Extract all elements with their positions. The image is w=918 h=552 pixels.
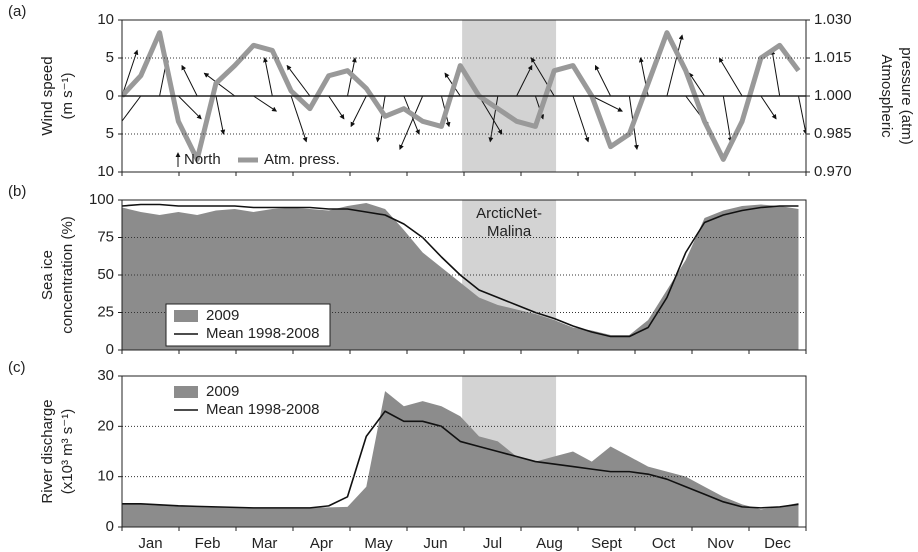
wind-arrow [478, 95, 503, 135]
y2-axis-label: pressure (atm) [898, 47, 915, 145]
y-axis-label: Wind speed [39, 56, 56, 135]
panel-label: (c) [8, 359, 26, 376]
legend-label: 2009 [206, 383, 239, 400]
y-axis-label: (x10³ m³ s⁻¹) [59, 409, 76, 494]
y-tick-label: 20 [97, 417, 114, 434]
wind-arrow [286, 64, 311, 97]
legend-label: 2009 [206, 307, 239, 324]
y-tick-label: 25 [97, 303, 114, 320]
wind-arrow [516, 64, 533, 97]
y2-tick-label: 1.030 [814, 11, 852, 28]
x-tick-label: Jan [138, 535, 162, 552]
wind-arrow [178, 95, 202, 120]
y-tick-label: 0 [106, 87, 114, 104]
y-axis-label: (m s⁻¹) [59, 72, 76, 119]
y2-tick-label: 0.985 [814, 125, 852, 142]
y-tick-label: 0 [106, 341, 114, 358]
wind-arrow [797, 95, 806, 135]
annotation: ArcticNet- [476, 205, 542, 222]
y-tick-label: 5 [106, 125, 114, 142]
y-tick-label: 75 [97, 228, 114, 245]
x-tick-label: Nov [707, 535, 734, 552]
y2-tick-label: 0.970 [814, 163, 852, 180]
y-tick-label: 10 [97, 11, 114, 28]
y-axis-label: Sea ice [39, 250, 56, 300]
x-tick-label: Sept [591, 535, 623, 552]
line [122, 410, 799, 509]
wind-arrow [181, 64, 198, 97]
x-tick-label: Aug [536, 535, 563, 552]
x-tick-label: Feb [195, 535, 221, 552]
wind-arrow [594, 64, 612, 97]
wind-arrow [350, 95, 367, 128]
wind-arrow [375, 95, 386, 143]
wind-arrow [203, 72, 236, 97]
wind-arrow [253, 95, 278, 112]
area [122, 391, 799, 527]
wind-arrow [572, 95, 590, 143]
legend-swatch [174, 386, 198, 398]
wind-arrow [122, 95, 142, 128]
y-tick-label: 10 [97, 468, 114, 485]
plot [122, 30, 806, 162]
x-tick-label: Mar [252, 535, 278, 552]
y-tick-label: 100 [89, 191, 114, 208]
legend-label: Mean 1998-2008 [206, 401, 319, 418]
x-tick-label: Apr [310, 535, 333, 552]
legend-label: North [184, 151, 221, 168]
y-tick-label: 10 [97, 163, 114, 180]
y2-axis-label: Atmospheric [878, 54, 895, 138]
y-tick-label: 30 [97, 367, 114, 384]
line [122, 203, 799, 338]
y2-tick-label: 1.000 [814, 87, 852, 104]
wind-arrow [770, 49, 781, 97]
wind-arrow [666, 34, 684, 97]
y-tick-label: 50 [97, 266, 114, 283]
legend-swatch [174, 310, 198, 322]
line [122, 30, 801, 162]
legend-label: Atm. press. [264, 151, 340, 168]
wind-arrow [688, 72, 705, 97]
y-tick-label: 0 [106, 518, 114, 535]
x-tick-label: Jul [483, 535, 502, 552]
x-tick-label: Dec [764, 535, 791, 552]
annotation: Malina [487, 223, 532, 240]
y-axis-label: concentration (%) [59, 216, 76, 334]
x-tick-label: Jun [423, 535, 447, 552]
wind-arrow [591, 95, 623, 112]
wind-arrow [722, 95, 733, 143]
wind-arrow [263, 57, 273, 97]
legend-label: Mean 1998-2008 [206, 325, 319, 342]
panel-label: (b) [8, 183, 26, 200]
wind-arrow [399, 95, 424, 150]
x-tick-label: May [364, 535, 393, 552]
wind-arrow [718, 57, 743, 97]
wind-arrow [328, 95, 345, 120]
x-tick-label: Oct [652, 535, 676, 552]
wind-arrow [290, 95, 308, 143]
wind-arrow [760, 95, 777, 120]
y-tick-label: 5 [106, 49, 114, 66]
y-axis-label: River discharge [39, 399, 56, 503]
y2-tick-label: 1.015 [814, 49, 852, 66]
plot [122, 391, 799, 527]
wind-arrow [215, 95, 226, 135]
panel-label: (a) [8, 3, 26, 20]
